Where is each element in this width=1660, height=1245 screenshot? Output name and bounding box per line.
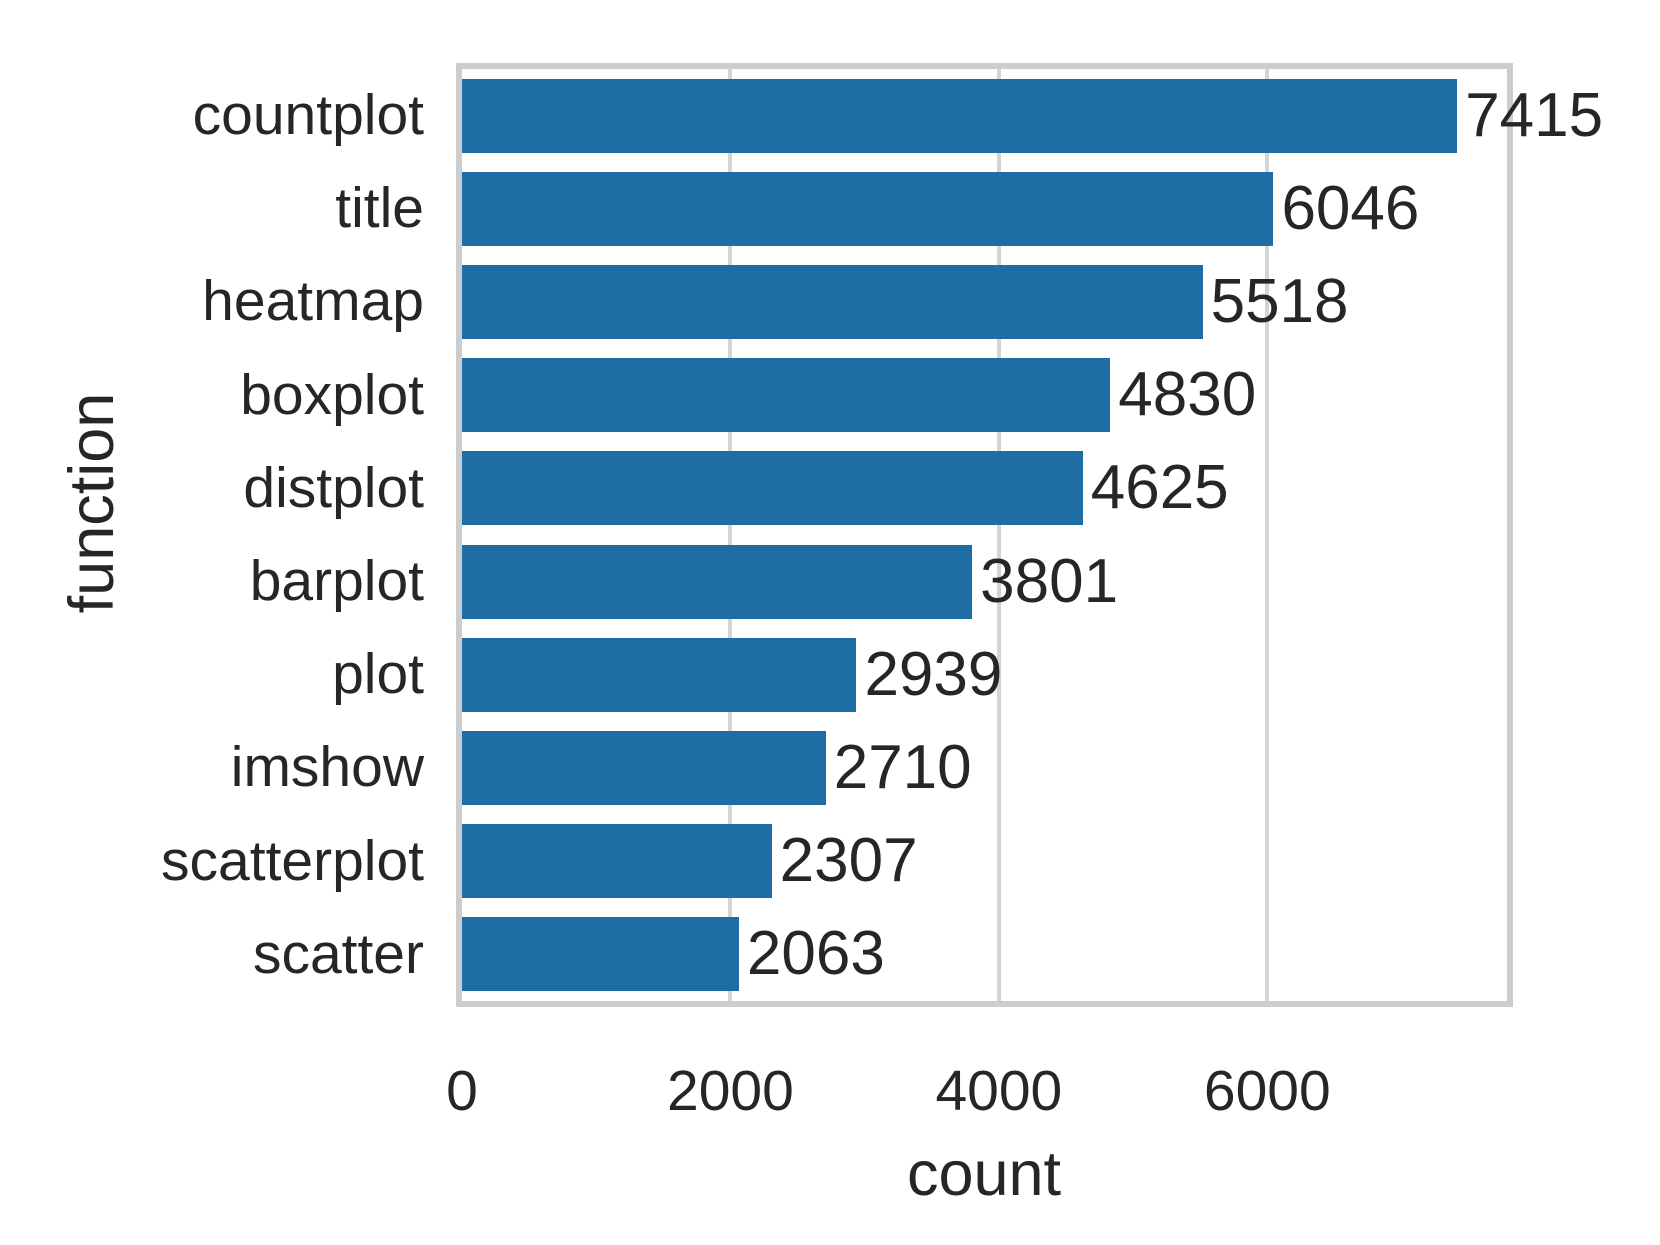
y-tick-label-imshow: imshow [230, 735, 424, 800]
bar-barplot [462, 544, 973, 619]
bar-value-label: 5518 [1210, 267, 1349, 336]
bar-value-label: 4625 [1090, 453, 1229, 523]
bar-boxplot [462, 358, 1111, 433]
x-tick-label-6000: 6000 [1203, 1059, 1331, 1123]
y-tick-label-boxplot: boxplot [240, 362, 424, 427]
bar-value-label: 6046 [1281, 173, 1420, 243]
bar-value-label: 2710 [833, 733, 972, 802]
bar-value-label: 2939 [864, 639, 1003, 709]
gridline [996, 69, 1001, 1001]
bar-plot [462, 637, 857, 712]
x-axis-label: count [906, 1139, 1062, 1209]
gridline [728, 69, 733, 1001]
y-tick-label-heatmap: heatmap [202, 269, 424, 334]
y-tick-labels: countplot title heatmap boxplot distplot barp… [0, 69, 424, 1001]
y-tick-label-plot: plot [332, 642, 424, 707]
x-tick-label-4000: 4000 [935, 1059, 1063, 1123]
bar-heatmap [462, 265, 1203, 339]
x-tick-label-0: 0 [446, 1059, 478, 1123]
bar-value-label: 2307 [779, 826, 918, 896]
x-tick-label-2000: 2000 [667, 1059, 794, 1123]
bar-countplot [462, 78, 1458, 153]
y-tick-label-scatter: scatter [252, 921, 424, 986]
y-tick-label-distplot: distplot [243, 455, 424, 520]
bar-scatterplot [462, 824, 772, 899]
bar-value-label: 7415 [1465, 80, 1604, 150]
y-tick-label-countplot: countplot [192, 83, 424, 147]
bar-scatter [462, 917, 739, 992]
bar-value-label: 4830 [1118, 360, 1257, 430]
bar-value-label: 2063 [746, 919, 885, 989]
y-tick-label-title: title [335, 176, 424, 241]
bar-imshow [462, 731, 826, 805]
bar-title [462, 171, 1274, 246]
gridline [1265, 69, 1270, 1001]
y-tick-label-scatterplot: scatterplot [161, 828, 424, 893]
bar-distplot [462, 451, 1083, 526]
bar-value-label: 3801 [980, 546, 1119, 616]
y-tick-label-barplot: barplot [249, 548, 424, 613]
plot-area: 7415 6046 5518 4830 4625 3801 2939 2710 2307 2063 [456, 63, 1603, 1007]
